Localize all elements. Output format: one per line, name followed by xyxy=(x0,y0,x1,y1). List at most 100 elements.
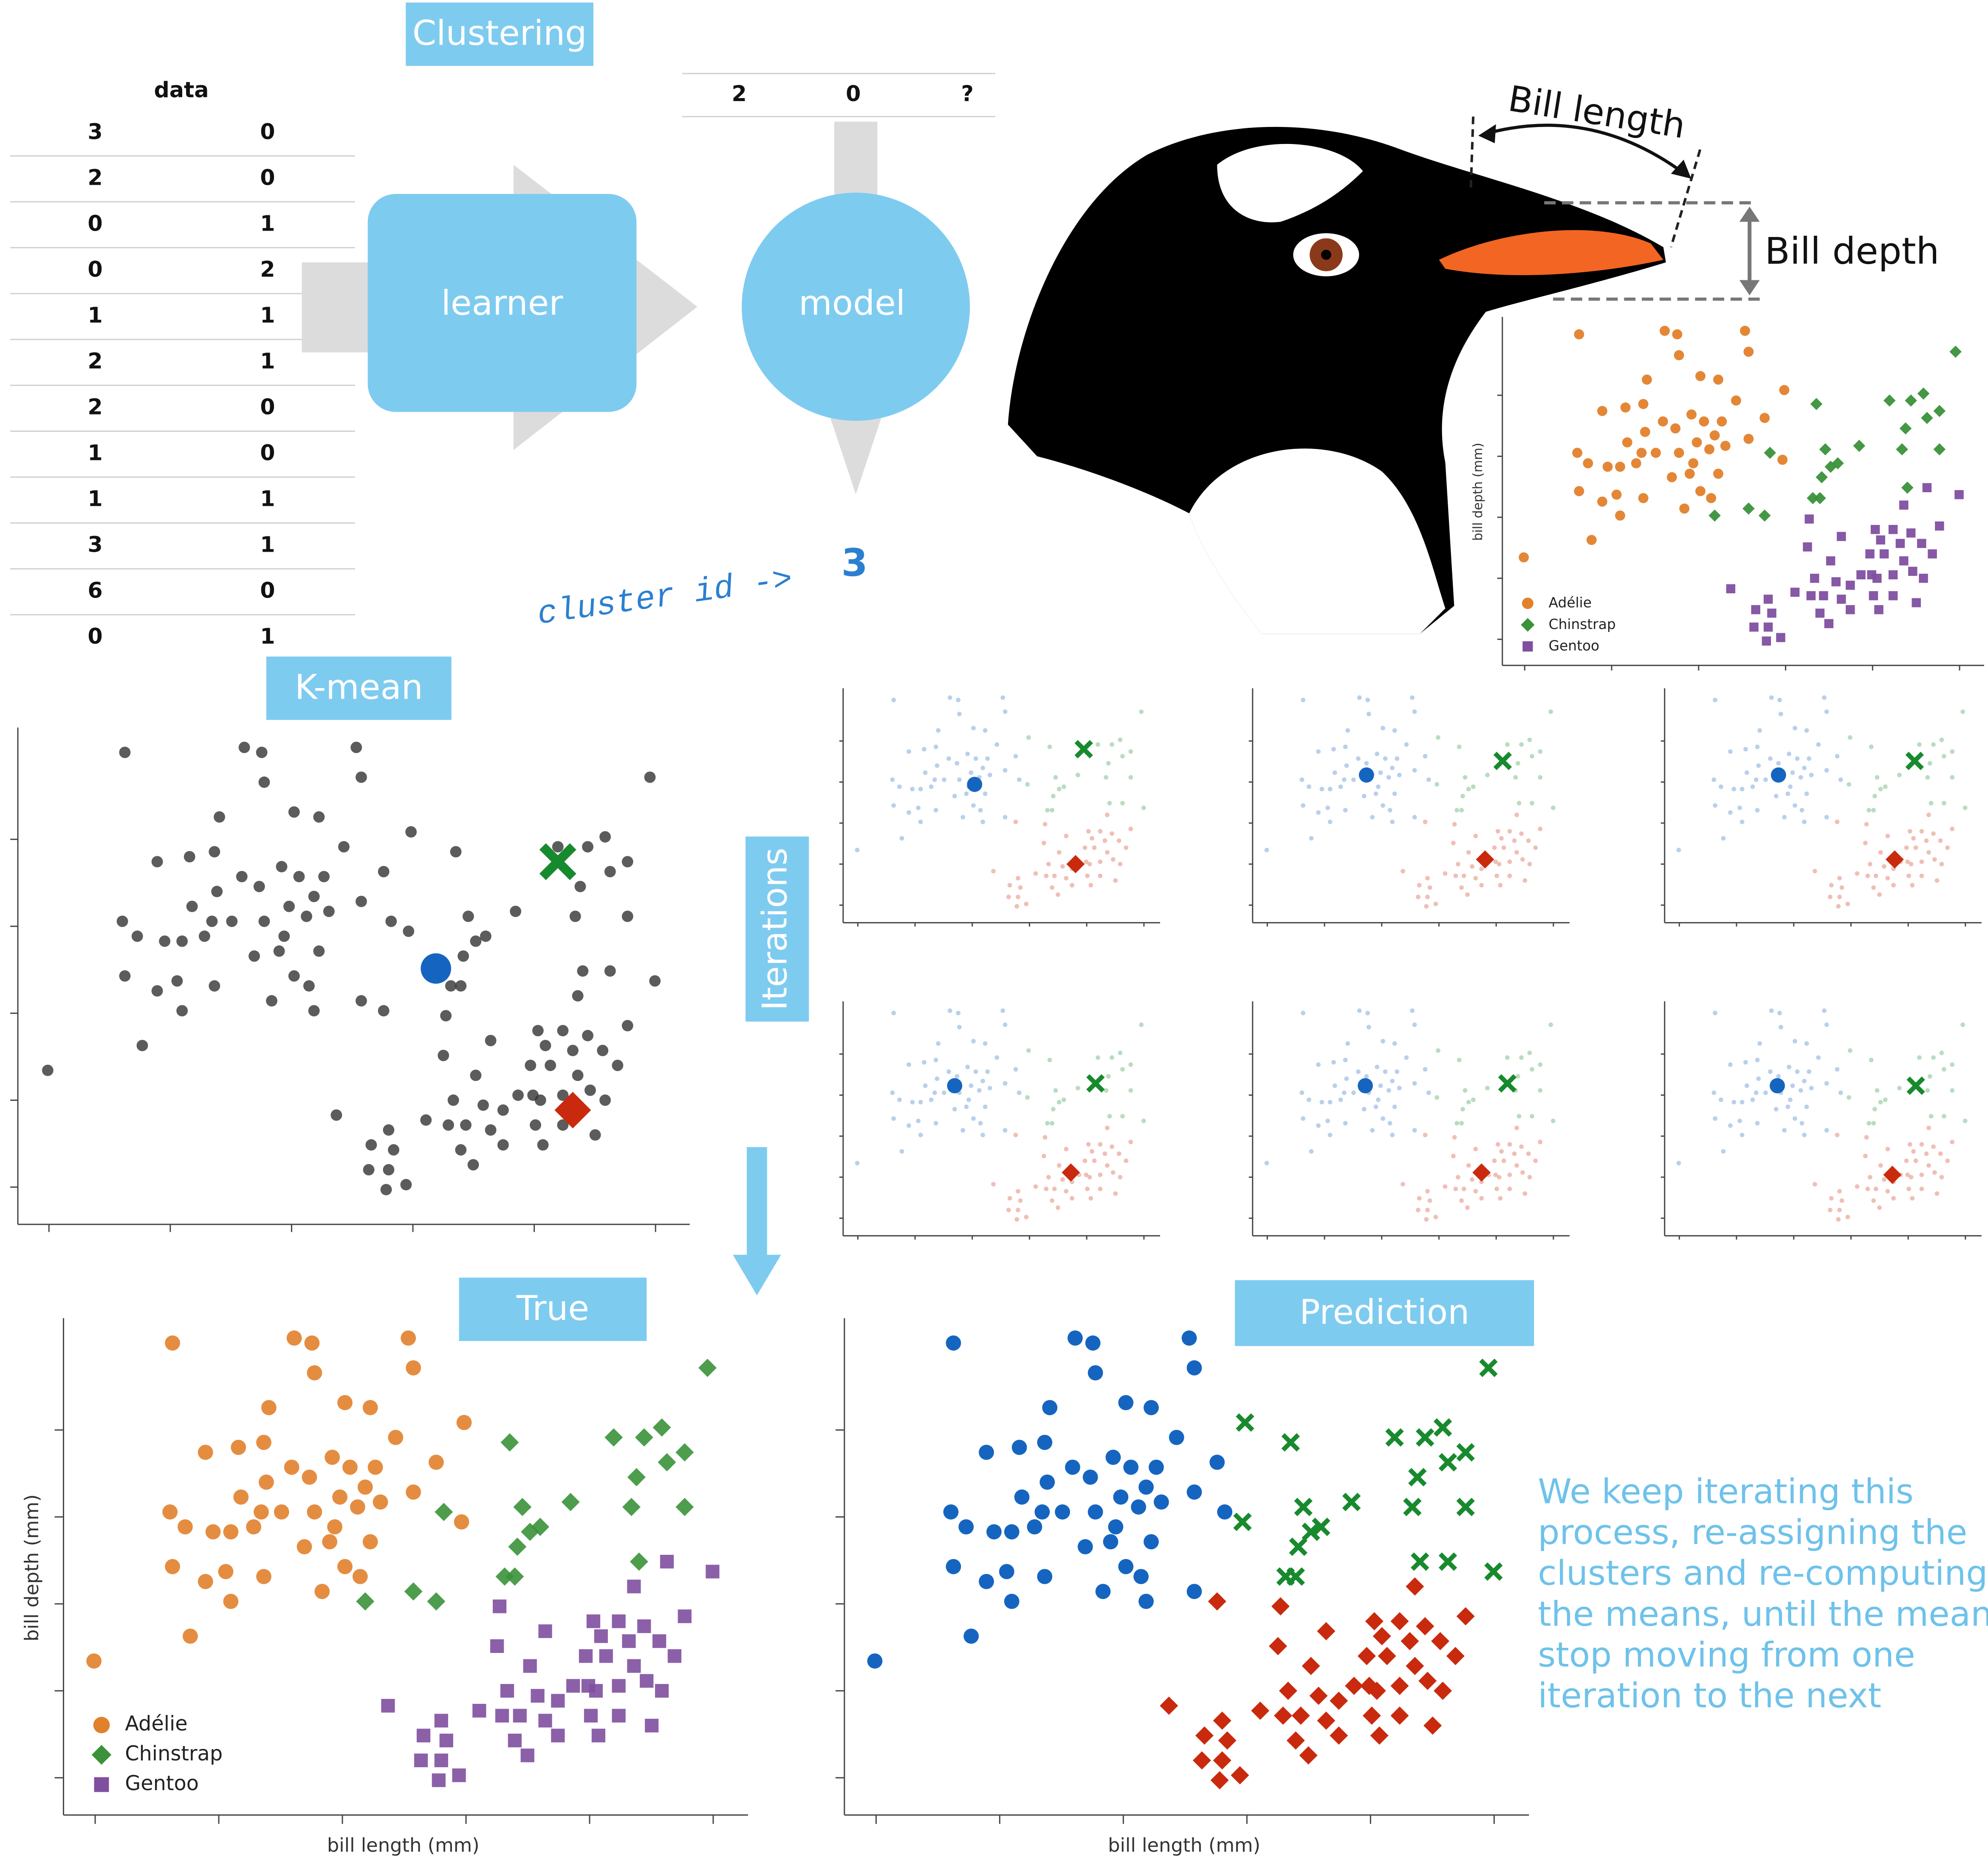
title-box xyxy=(406,2,593,66)
query-value: ? xyxy=(961,81,974,106)
data-point xyxy=(1118,737,1123,742)
data-point xyxy=(1026,735,1031,740)
data-point xyxy=(206,915,218,927)
data-point xyxy=(233,1489,249,1505)
data-point xyxy=(1050,885,1055,890)
data-point xyxy=(159,935,171,947)
data-point xyxy=(1106,761,1111,766)
data-point xyxy=(1360,1676,1378,1695)
data-point xyxy=(1343,745,1348,749)
data-point xyxy=(1338,784,1343,789)
data-point xyxy=(922,747,926,752)
data-point xyxy=(1829,1196,1834,1201)
data-point xyxy=(1751,605,1760,615)
data-point xyxy=(323,905,335,917)
data-point xyxy=(1932,857,1937,862)
data-point xyxy=(1423,754,1428,759)
data-point xyxy=(259,1474,274,1490)
data-point xyxy=(586,1614,601,1628)
data-point xyxy=(1806,591,1816,601)
data-point xyxy=(1871,808,1876,812)
data-point xyxy=(1837,1207,1842,1213)
data-point xyxy=(266,995,277,1007)
data-point xyxy=(932,1090,937,1095)
data-point xyxy=(1479,1179,1484,1185)
data-point xyxy=(1926,850,1931,855)
data-point xyxy=(1406,1657,1424,1675)
centroid xyxy=(1770,1078,1785,1094)
data-point xyxy=(1149,1459,1164,1475)
data-point xyxy=(1053,775,1058,780)
data-point xyxy=(356,896,367,907)
data-point xyxy=(521,1523,539,1541)
data-point xyxy=(1743,747,1748,752)
data-point xyxy=(1519,1055,1524,1060)
data-point xyxy=(1351,1090,1356,1095)
data-point xyxy=(1052,1186,1057,1191)
data-point xyxy=(1891,883,1896,888)
data-point xyxy=(198,930,210,942)
data-point xyxy=(1144,1534,1159,1550)
data-point xyxy=(428,1455,444,1470)
data-point xyxy=(1939,1050,1944,1055)
data-point xyxy=(1907,829,1912,834)
data-point xyxy=(1463,1088,1468,1093)
data-point xyxy=(1533,1158,1538,1163)
data-point xyxy=(1728,749,1733,754)
data-point xyxy=(1871,1198,1876,1203)
data-point xyxy=(284,1459,299,1475)
data-point xyxy=(1767,608,1776,618)
data-point xyxy=(1492,1158,1497,1163)
data-point xyxy=(1912,598,1921,607)
table-cell: 0 xyxy=(260,395,275,420)
data-point xyxy=(356,1592,375,1611)
data-point xyxy=(1186,1360,1202,1376)
data-point xyxy=(1501,1158,1506,1163)
data-point xyxy=(470,1069,482,1081)
data-point xyxy=(1877,1205,1882,1210)
data-point xyxy=(1386,1088,1391,1093)
data-point xyxy=(1963,1118,1968,1123)
data-point xyxy=(1676,1161,1681,1165)
data-point xyxy=(956,1010,961,1015)
table-cell: 1 xyxy=(260,532,275,557)
data-point xyxy=(1426,1090,1431,1095)
data-point xyxy=(318,871,330,883)
data-point xyxy=(551,1694,565,1708)
data-point xyxy=(1423,1716,1442,1735)
data-point xyxy=(1924,838,1929,843)
data-point xyxy=(922,1060,926,1065)
data-point xyxy=(1499,1149,1504,1154)
data-point xyxy=(1550,805,1556,810)
data-point xyxy=(1795,1069,1800,1074)
data-point xyxy=(1538,1088,1543,1093)
data-point xyxy=(1397,1086,1402,1091)
data-point xyxy=(1925,775,1930,780)
data-point xyxy=(1798,1088,1803,1093)
data-point xyxy=(1824,619,1834,629)
data-point xyxy=(1365,1612,1384,1630)
data-point xyxy=(675,1498,694,1516)
data-point xyxy=(604,1428,623,1447)
data-point xyxy=(891,1116,896,1121)
data-point xyxy=(1631,458,1641,468)
data-point xyxy=(612,1614,626,1628)
data-point xyxy=(1424,904,1429,909)
data-point xyxy=(1104,1088,1109,1093)
data-point xyxy=(906,749,911,754)
data-point xyxy=(1064,833,1069,838)
data-point xyxy=(205,1524,221,1540)
data-point xyxy=(1042,822,1048,827)
data-point xyxy=(1332,1083,1337,1088)
data-point xyxy=(537,1139,549,1151)
data-point xyxy=(1507,873,1512,878)
data-point xyxy=(1044,1186,1049,1191)
data-point xyxy=(1271,1597,1290,1616)
data-point xyxy=(1116,1151,1121,1156)
data-point xyxy=(1060,864,1065,869)
data-point xyxy=(1597,496,1607,507)
data-point xyxy=(1370,1726,1389,1745)
data-point xyxy=(1416,1617,1435,1636)
data-point xyxy=(1128,1088,1133,1093)
data-point xyxy=(1776,1074,1781,1079)
